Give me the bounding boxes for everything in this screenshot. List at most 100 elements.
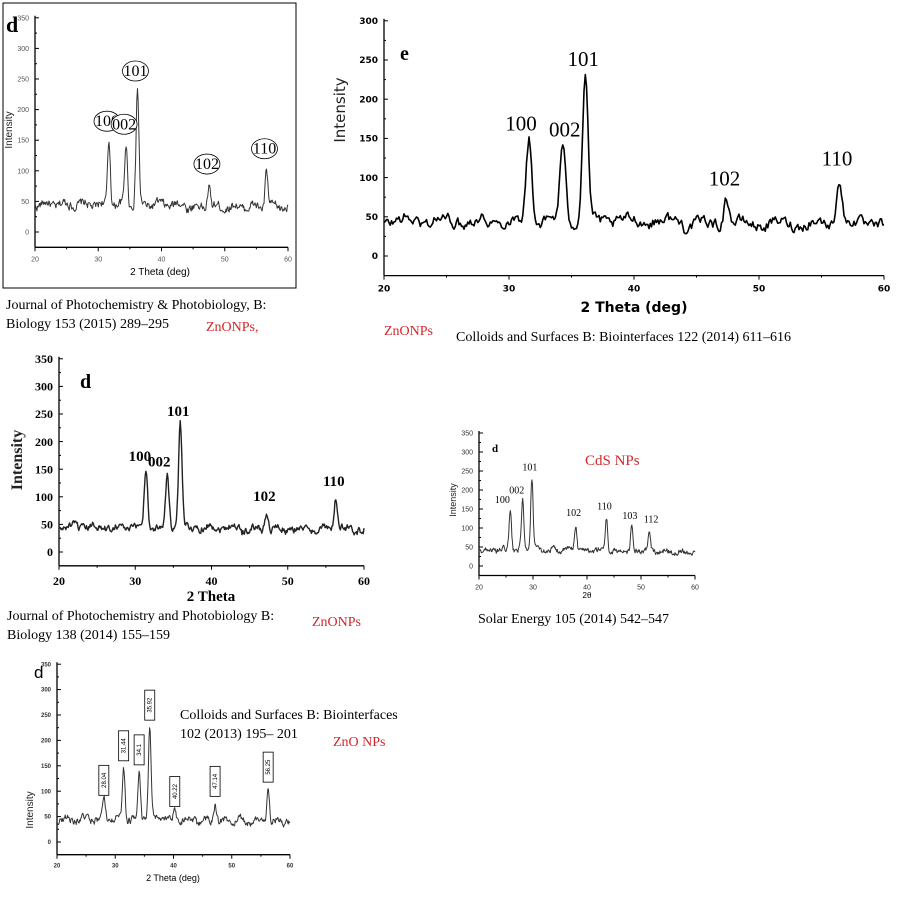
- peak-label: 002: [112, 116, 136, 133]
- panel-letter: d: [6, 12, 18, 37]
- caption-b: Colloids and Surfaces B: Biointerfaces 1…: [456, 330, 792, 345]
- y-tick-label: 50: [21, 199, 29, 206]
- y-tick-label: 250: [461, 468, 473, 475]
- peak-label: 110: [253, 141, 276, 158]
- xrd-pattern-line: [56, 727, 291, 828]
- y-tick-label: 250: [35, 407, 53, 421]
- peak-label: 102: [566, 508, 581, 519]
- y-axis-label: Intensity: [9, 430, 26, 490]
- chart-B: 0 50 100 150 200 250 300 20 30 40 50 60 2 Theta (deg…: [331, 17, 890, 316]
- x-tick-label: 30: [112, 864, 119, 870]
- y-tick-label: 250: [359, 56, 378, 66]
- caption-c: Journal of Photochemistry and Photobiolo…: [7, 607, 274, 645]
- peak-label: 100: [495, 495, 510, 506]
- x-tick-label: 40: [628, 285, 641, 295]
- y-tick-label: 0: [47, 545, 53, 559]
- caption-d: Solar Energy 105 (2014) 542–547: [478, 612, 670, 627]
- peak-label: 34.1: [137, 743, 143, 755]
- x-tick-label: 30: [503, 285, 516, 295]
- y-tick-label: 200: [17, 107, 29, 114]
- y-tick-label: 0: [372, 252, 378, 262]
- y-tick-label: 300: [461, 449, 473, 456]
- peak-label: 002: [509, 485, 524, 496]
- peak-label: 110: [597, 501, 612, 512]
- y-tick-label: 300: [35, 380, 53, 394]
- x-axis-label: 2 Theta (deg): [146, 873, 200, 883]
- xrd-pattern-line: [58, 420, 365, 536]
- peak-label: 102: [709, 166, 741, 190]
- y-tick-label: 150: [41, 764, 52, 770]
- x-tick-label: 60: [691, 585, 699, 592]
- xrd-pattern-line: [34, 88, 289, 214]
- x-axis-label: 2 Theta: [187, 589, 236, 605]
- peak-label: 28.04: [102, 772, 108, 788]
- y-tick-label: 300: [359, 17, 378, 27]
- y-tick-label: 350: [17, 15, 29, 22]
- y-tick-label: 200: [461, 487, 473, 494]
- y-tick-label: 250: [41, 713, 52, 719]
- peak-label: 100: [129, 449, 152, 465]
- peak-label-box: [133, 734, 145, 766]
- chart-frame: [2, 2, 297, 289]
- y-tick-label: 300: [17, 46, 29, 53]
- peak-label: 47.14: [213, 773, 219, 789]
- y-tick-label: 100: [41, 789, 52, 795]
- caption-line: Colloids and Surfaces B: Biointerfaces: [180, 708, 398, 723]
- chart-E: 0 50 100 150 200 250 300 350 20 30 40 50 60 2 Theta (…: [25, 662, 294, 883]
- caption-line: Biology 138 (2014) 155–159: [7, 628, 170, 643]
- x-tick-label: 60: [287, 864, 294, 870]
- peak-label-box: [144, 689, 156, 721]
- peak-label: 101: [522, 463, 537, 474]
- y-tick-label: 50: [44, 815, 51, 821]
- chart-C: 0 50 100 150 200 250 300 350 20 30 40 50 60 2 Theta In…: [9, 352, 370, 605]
- peak-label-circle: [122, 60, 149, 82]
- caption-line: Journal of Photochemistry & Photobiology…: [6, 298, 267, 313]
- caption-a: Journal of Photochemistry & Photobiology…: [6, 296, 266, 334]
- peak-label-box: [209, 765, 221, 797]
- caption-e: Colloids and Surfaces B: Biointerfaces 1…: [180, 706, 398, 744]
- x-tick-label: 50: [753, 285, 766, 295]
- x-tick-label: 30: [129, 574, 141, 588]
- peak-label: 35.92: [148, 697, 154, 713]
- y-tick-label: 0: [469, 563, 473, 570]
- x-tick-label: 60: [878, 285, 891, 295]
- y-axis-label: Intensity: [448, 483, 458, 517]
- xrd-pattern-line: [478, 479, 696, 556]
- y-tick-label: 150: [17, 138, 29, 145]
- peak-label: 110: [323, 474, 345, 490]
- x-tick-label: 40: [170, 864, 177, 870]
- peak-label: 110: [822, 147, 853, 171]
- peak-label-box: [118, 730, 130, 762]
- material-label-e: ZnO NPs: [333, 735, 386, 750]
- y-axis-label: Intensity: [331, 77, 349, 142]
- y-tick-label: 0: [25, 229, 29, 236]
- material-label-b: ZnONPs: [384, 324, 434, 339]
- xrd-pattern-line: [383, 73, 884, 235]
- x-tick-label: 40: [583, 585, 591, 592]
- panel-letter: d: [34, 663, 43, 682]
- peak-label-box: [98, 764, 110, 796]
- y-axis-label: Intensity: [25, 791, 36, 828]
- y-tick-label: 150: [461, 506, 473, 513]
- y-tick-label: 350: [35, 352, 53, 366]
- x-tick-label: 50: [637, 585, 645, 592]
- y-tick-label: 50: [41, 518, 53, 532]
- y-tick-label: 250: [17, 76, 29, 83]
- x-tick-label: 50: [228, 864, 235, 870]
- panel-letter: d: [80, 371, 91, 393]
- x-tick-label: 60: [358, 574, 370, 588]
- y-tick-label: 350: [461, 430, 473, 437]
- x-axis-label: 2 Theta (deg): [130, 267, 190, 278]
- peak-label: 101: [568, 47, 600, 71]
- peak-label: 102: [195, 156, 219, 173]
- y-tick-label: 200: [35, 435, 53, 449]
- peak-label-circle: [193, 153, 221, 175]
- x-tick-label: 60: [284, 256, 292, 263]
- x-tick-label: 20: [53, 574, 65, 588]
- chart-A: 0 50 100 150 200 250 300 350 20 30 40 50 60 2 Theta (…: [2, 2, 297, 289]
- caption-line: Biology 153 (2015) 289–295: [6, 317, 169, 332]
- y-tick-label: 100: [17, 168, 29, 175]
- x-tick-label: 50: [221, 256, 229, 263]
- peak-label-box: [262, 751, 274, 783]
